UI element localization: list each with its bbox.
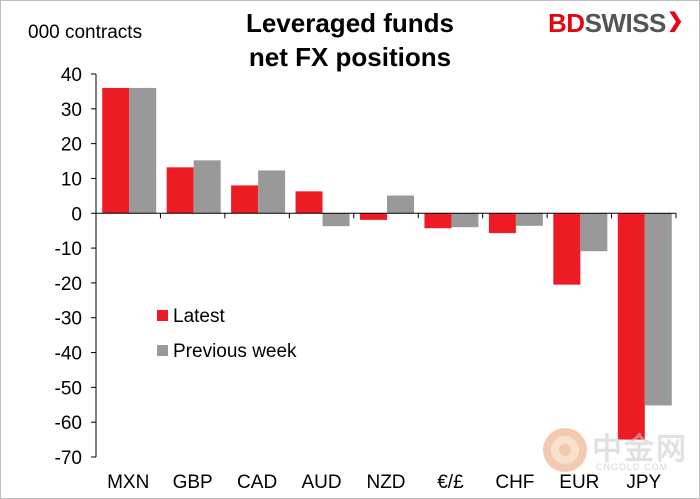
bar-latest-€/£: [424, 213, 452, 229]
x-tick-label: JPY: [626, 472, 661, 493]
bar-latest-CAD: [231, 185, 259, 214]
chart-title: Leveraged funds net FX positions: [160, 6, 540, 74]
x-tick-label: GBP: [173, 472, 213, 493]
y-axis-unit-label: 000 contracts: [28, 22, 143, 43]
bar-previous-€/£: [451, 213, 479, 228]
bar-previous-AUD: [322, 213, 350, 227]
bar-latest-CHF: [488, 213, 516, 234]
chart-title-line-1: Leveraged funds: [245, 8, 455, 38]
y-tick-label: -10: [55, 239, 82, 260]
bar-previous-JPY: [644, 213, 672, 406]
legend-swatch-latest: [157, 310, 168, 321]
x-tick-label: CHF: [495, 472, 534, 493]
y-axis: 40 30 20 10 0 -10 -20 -30 -40 -50 -60 -70: [55, 65, 97, 469]
legend: Latest Previous week: [157, 306, 297, 362]
y-tick-label: -70: [55, 448, 82, 469]
x-axis: MXN GBP CAD AUD NZD €/£ CHF EUR JPY: [95, 212, 677, 493]
watermark-subtext: CNGOLD.COM: [596, 462, 669, 472]
x-tick-label: €/£: [437, 472, 464, 493]
watermark: 中金网 CNGOLD.COM: [540, 422, 690, 482]
y-tick-label: -30: [55, 309, 82, 330]
bars-group: [102, 87, 672, 440]
x-tick-label: CAD: [237, 472, 277, 493]
bar-previous-CAD: [258, 170, 286, 214]
legend-swatch-previous: [157, 345, 168, 356]
bar-previous-EUR: [580, 213, 608, 252]
bar-latest-EUR: [553, 213, 581, 285]
logo-part-bd: BD: [548, 8, 585, 38]
y-tick-label: -40: [55, 344, 82, 365]
y-tick-label: 20: [61, 135, 82, 156]
bar-latest-NZD: [360, 213, 387, 220]
y-tick-label: 30: [61, 100, 82, 121]
legend-label-previous: Previous week: [173, 341, 297, 362]
bar-latest-AUD: [295, 191, 323, 214]
y-tick-label: 40: [61, 65, 82, 86]
y-tick-label: -50: [55, 378, 82, 399]
legend-label-latest: Latest: [173, 306, 225, 327]
logo-chevron-icon: ❯: [666, 10, 684, 32]
x-tick-label: AUD: [301, 472, 341, 493]
y-tick-label: -20: [55, 274, 82, 295]
x-tick-label: MXN: [107, 472, 149, 493]
bar-latest-MXN: [102, 87, 130, 214]
watermark-text: 中金网: [592, 433, 688, 466]
bar-previous-CHF: [515, 213, 543, 226]
bar-latest-JPY: [617, 213, 645, 440]
x-tick-label: NZD: [366, 472, 405, 493]
y-tick-label: 10: [61, 169, 82, 190]
bar-previous-GBP: [193, 160, 221, 214]
chart-title-line-2: net FX positions: [248, 42, 452, 72]
bar-previous-NZD: [387, 195, 414, 214]
bar-previous-MXN: [129, 87, 157, 214]
bdswiss-logo: BDSWISS❯: [548, 8, 684, 39]
bar-latest-GBP: [166, 167, 194, 214]
watermark-coin-icon: [543, 428, 587, 472]
logo-part-swiss: SWISS: [584, 8, 667, 38]
y-tick-label: -60: [55, 413, 82, 434]
y-tick-label: 0: [71, 204, 82, 225]
x-tick-label: EUR: [559, 472, 599, 493]
